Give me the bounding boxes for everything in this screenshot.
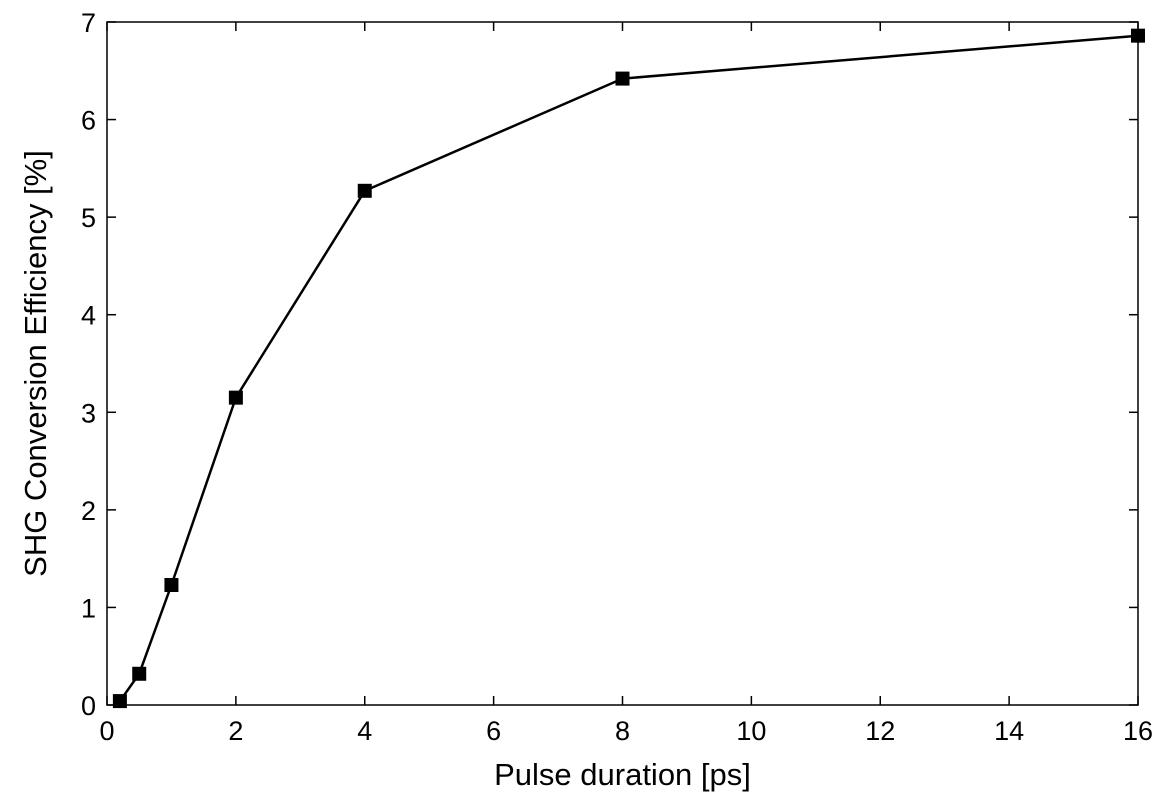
x-tick-label: 14 [994,716,1024,746]
x-tick-label: 16 [1123,716,1153,746]
data-point [357,183,372,198]
y-tick-label: 5 [81,203,96,233]
y-tick-label: 2 [81,496,96,526]
data-point [228,390,243,405]
x-tick-label: 0 [99,716,114,746]
x-tick-label: 6 [486,716,501,746]
y-tick-label: 0 [81,691,96,721]
y-tick-labels: 0 1 2 3 4 5 6 7 [81,8,96,721]
x-tick-labels: 0 2 4 6 8 10 12 14 16 [99,716,1153,746]
y-tick-label: 6 [81,106,96,136]
data-point [615,71,630,86]
y-tick-label: 1 [81,593,96,623]
y-tick-label: 4 [81,301,96,331]
data-point [112,694,127,709]
x-tick-label: 4 [357,716,372,746]
data-point [132,666,147,681]
plot-frame [106,21,1139,706]
x-tick-label: 10 [736,716,766,746]
y-tick-label: 3 [81,398,96,428]
y-tick-label: 7 [81,8,96,38]
x-axis-title: Pulse duration [ps] [494,757,751,792]
y-axis-title: SHG Conversion Efficiency [%] [18,150,53,577]
x-tick-label: 12 [865,716,895,746]
tick-marks [106,21,1139,706]
x-tick-label: 8 [615,716,630,746]
series-group [112,28,1145,709]
data-point [164,577,179,592]
series-line [118,34,1139,702]
x-tick-label: 2 [228,716,243,746]
